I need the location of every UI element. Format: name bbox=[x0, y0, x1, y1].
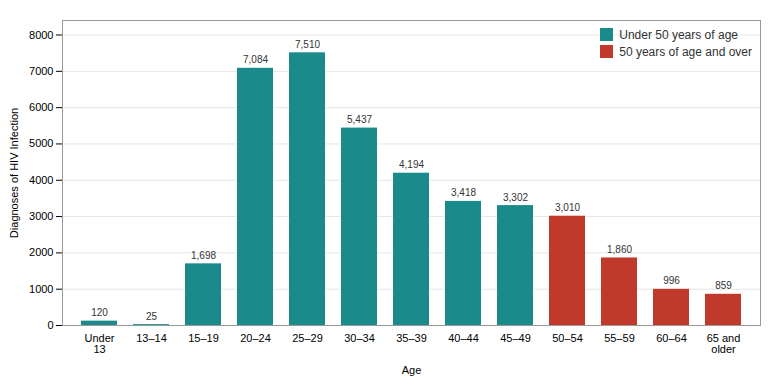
svg-text:35–39: 35–39 bbox=[396, 332, 427, 344]
svg-text:3,010: 3,010 bbox=[555, 202, 580, 213]
svg-text:30–34: 30–34 bbox=[344, 332, 375, 344]
svg-text:4,194: 4,194 bbox=[399, 159, 424, 170]
svg-text:5,437: 5,437 bbox=[347, 114, 372, 125]
svg-text:13–14: 13–14 bbox=[136, 332, 167, 344]
svg-text:25: 25 bbox=[146, 311, 158, 322]
svg-text:6000: 6000 bbox=[29, 101, 53, 113]
html-text:50 years of age and over: 50 years of age and over bbox=[619, 44, 752, 59]
svg-text:Under13: Under13 bbox=[85, 332, 115, 355]
svg-text:2000: 2000 bbox=[29, 246, 53, 258]
svg-text:4000: 4000 bbox=[29, 174, 53, 186]
svg-text:15–19: 15–19 bbox=[188, 332, 219, 344]
html-text:Under 50 years of age: Under 50 years of age bbox=[619, 27, 738, 42]
svg-text:3000: 3000 bbox=[29, 210, 53, 222]
svg-text:3,418: 3,418 bbox=[451, 187, 476, 198]
svg-text:1,860: 1,860 bbox=[607, 244, 632, 255]
svg-text:859: 859 bbox=[715, 280, 732, 291]
svg-text:1,698: 1,698 bbox=[191, 250, 216, 261]
svg-text:5000: 5000 bbox=[29, 137, 53, 149]
svg-text:40–44: 40–44 bbox=[448, 332, 479, 344]
svg-text:1000: 1000 bbox=[29, 283, 53, 295]
svg-text:45–49: 45–49 bbox=[500, 332, 531, 344]
svg-text:3,302: 3,302 bbox=[503, 192, 528, 203]
svg-text:Age: Age bbox=[402, 364, 422, 376]
svg-text:65 andolder: 65 andolder bbox=[707, 332, 741, 355]
svg-text:60–64: 60–64 bbox=[656, 332, 687, 344]
svg-text:996: 996 bbox=[663, 275, 680, 286]
svg-text:120: 120 bbox=[91, 307, 108, 318]
svg-text:Diagnoses of HIV Infection: Diagnoses of HIV Infection bbox=[8, 108, 20, 238]
svg-text:20–24: 20–24 bbox=[240, 332, 271, 344]
svg-text:7000: 7000 bbox=[29, 65, 53, 77]
svg-text:7,510: 7,510 bbox=[295, 39, 320, 50]
svg-text:0: 0 bbox=[47, 319, 53, 331]
svg-text:7,084: 7,084 bbox=[243, 54, 268, 65]
svg-text:55–59: 55–59 bbox=[604, 332, 635, 344]
svg-text:25–29: 25–29 bbox=[292, 332, 323, 344]
svg-text:50–54: 50–54 bbox=[552, 332, 583, 344]
svg-text:8000: 8000 bbox=[29, 29, 53, 41]
